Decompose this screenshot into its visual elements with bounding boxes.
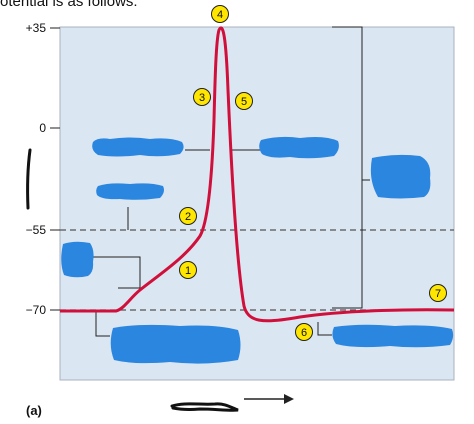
- callout-lines: [92, 26, 370, 337]
- scribble-icon-time: [170, 402, 239, 412]
- svg-text:4: 4: [217, 9, 223, 21]
- y-axis: +35 0 −55 −70: [26, 21, 60, 317]
- svg-text:5: 5: [241, 96, 247, 108]
- redaction-blob-6: [370, 154, 431, 199]
- marker-2: 2: [179, 207, 197, 225]
- tick-label-minus70: −70: [26, 303, 47, 317]
- plot-panel: [59, 26, 455, 381]
- marker-3: 3: [193, 88, 211, 106]
- redaction-blob-7: [332, 324, 454, 348]
- membrane-potential-trace: [60, 26, 455, 323]
- marker-1: 1: [179, 261, 197, 279]
- right-arrow-icon: [244, 394, 294, 404]
- tick-label-0: 0: [39, 121, 46, 135]
- callout-bracket-bottom: [332, 180, 363, 309]
- redaction-blob-3: [61, 241, 94, 278]
- svg-text:7: 7: [435, 288, 441, 300]
- tick-label-plus35: +35: [26, 21, 47, 35]
- svg-text:6: 6: [301, 327, 307, 339]
- redaction-blob-2: [96, 183, 164, 200]
- callout-line-depolarization: [92, 256, 141, 289]
- redaction-blob-5: [259, 136, 339, 159]
- redaction-blob-1: [92, 137, 184, 157]
- svg-text:3: 3: [199, 92, 205, 104]
- callout-bracket-top: [332, 26, 370, 181]
- marker-6: 6: [295, 323, 313, 341]
- marker-5: 5: [235, 92, 253, 110]
- marker-7: 7: [429, 284, 447, 302]
- svg-text:1: 1: [185, 265, 191, 277]
- header-fragment: otential is as follows:: [0, 0, 138, 10]
- panel-label: (a): [26, 403, 42, 418]
- scribble-icon: [26, 148, 32, 210]
- callout-line-resting: [95, 310, 110, 337]
- svg-text:2: 2: [185, 211, 191, 223]
- callout-line-hyperpolarization: [317, 322, 332, 336]
- marker-4: 4: [211, 5, 229, 23]
- redaction-blob-4: [110, 324, 241, 364]
- tick-label-minus55: −55: [26, 223, 47, 237]
- redaction-blobs: [61, 136, 454, 364]
